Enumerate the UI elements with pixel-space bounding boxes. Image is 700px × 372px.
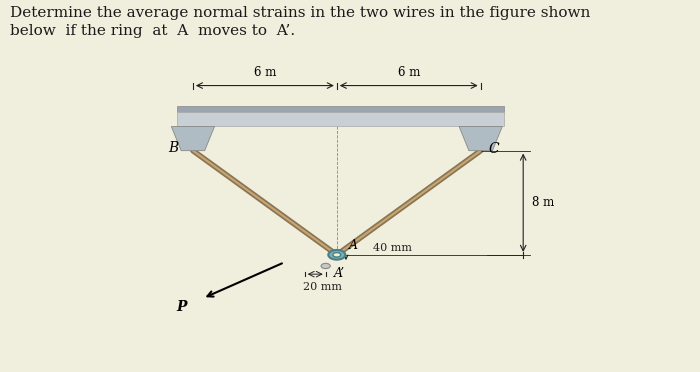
Bar [176, 106, 503, 112]
Circle shape [321, 263, 330, 269]
Text: 8 m: 8 m [532, 196, 554, 209]
Circle shape [328, 250, 345, 260]
Text: 6 m: 6 m [398, 66, 420, 79]
Text: 40 mm: 40 mm [373, 243, 412, 253]
Polygon shape [459, 126, 503, 151]
Text: A’: A’ [333, 267, 344, 280]
Text: Determine the average normal strains in the two wires in the figure shown: Determine the average normal strains in … [10, 6, 590, 20]
Text: A: A [349, 239, 358, 252]
Text: 6 m: 6 m [253, 66, 276, 79]
Text: P: P [176, 300, 186, 314]
Polygon shape [172, 126, 214, 151]
Bar [176, 112, 503, 126]
Text: below  if the ring  at  A  moves to  A’.: below if the ring at A moves to A’. [10, 24, 295, 38]
Text: C: C [489, 142, 499, 156]
Text: 20 mm: 20 mm [303, 282, 342, 292]
Circle shape [333, 253, 341, 257]
Text: B: B [168, 141, 178, 155]
